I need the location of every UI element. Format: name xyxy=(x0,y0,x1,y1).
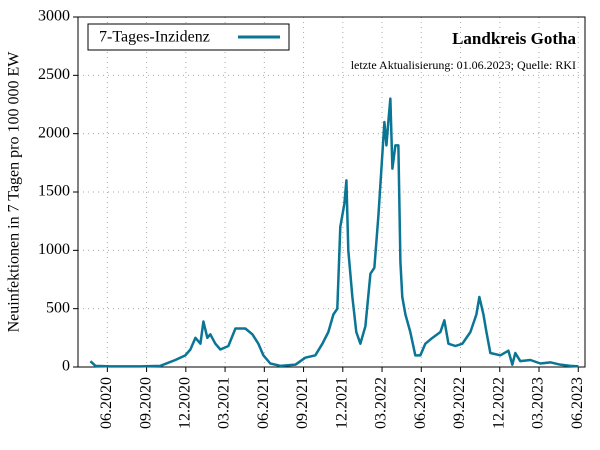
y-tick-label: 0 xyxy=(62,358,70,375)
x-tick-label: 03.2022 xyxy=(373,377,390,429)
y-tick-label: 2000 xyxy=(38,124,70,141)
y-axis-label: Neuinfektionen in 7 Tagen pro 100 000 EW xyxy=(6,51,23,333)
y-tick-label: 1500 xyxy=(38,183,70,200)
x-tick-label: 12.2021 xyxy=(333,377,350,429)
legend-label: 7-Tages-Inzidenz xyxy=(99,29,210,46)
x-tick-label: 06.2023 xyxy=(569,377,586,429)
x-tick-label: 09.2020 xyxy=(137,377,154,429)
chart-title: Landkreis Gotha xyxy=(452,29,576,48)
x-tick-label: 03.2021 xyxy=(216,377,233,429)
chart-subtitle: letzte Aktualisierung: 01.06.2023; Quell… xyxy=(351,58,576,72)
y-tick-label: 3000 xyxy=(38,8,70,25)
x-tick-label: 12.2020 xyxy=(177,377,194,429)
x-tick-label: 09.2021 xyxy=(294,377,311,429)
x-tick-label: 09.2022 xyxy=(451,377,468,429)
x-tick-label: 06.2022 xyxy=(412,377,429,429)
x-tick-label: 06.2021 xyxy=(255,377,272,429)
x-tick-label: 06.2020 xyxy=(98,377,115,429)
y-tick-label: 500 xyxy=(46,299,70,316)
y-tick-label: 1000 xyxy=(38,241,70,258)
y-tick-label: 2500 xyxy=(38,66,70,83)
x-tick-label: 03.2023 xyxy=(530,377,547,429)
x-tick-label: 12.2022 xyxy=(490,377,507,429)
data-line xyxy=(89,97,579,368)
